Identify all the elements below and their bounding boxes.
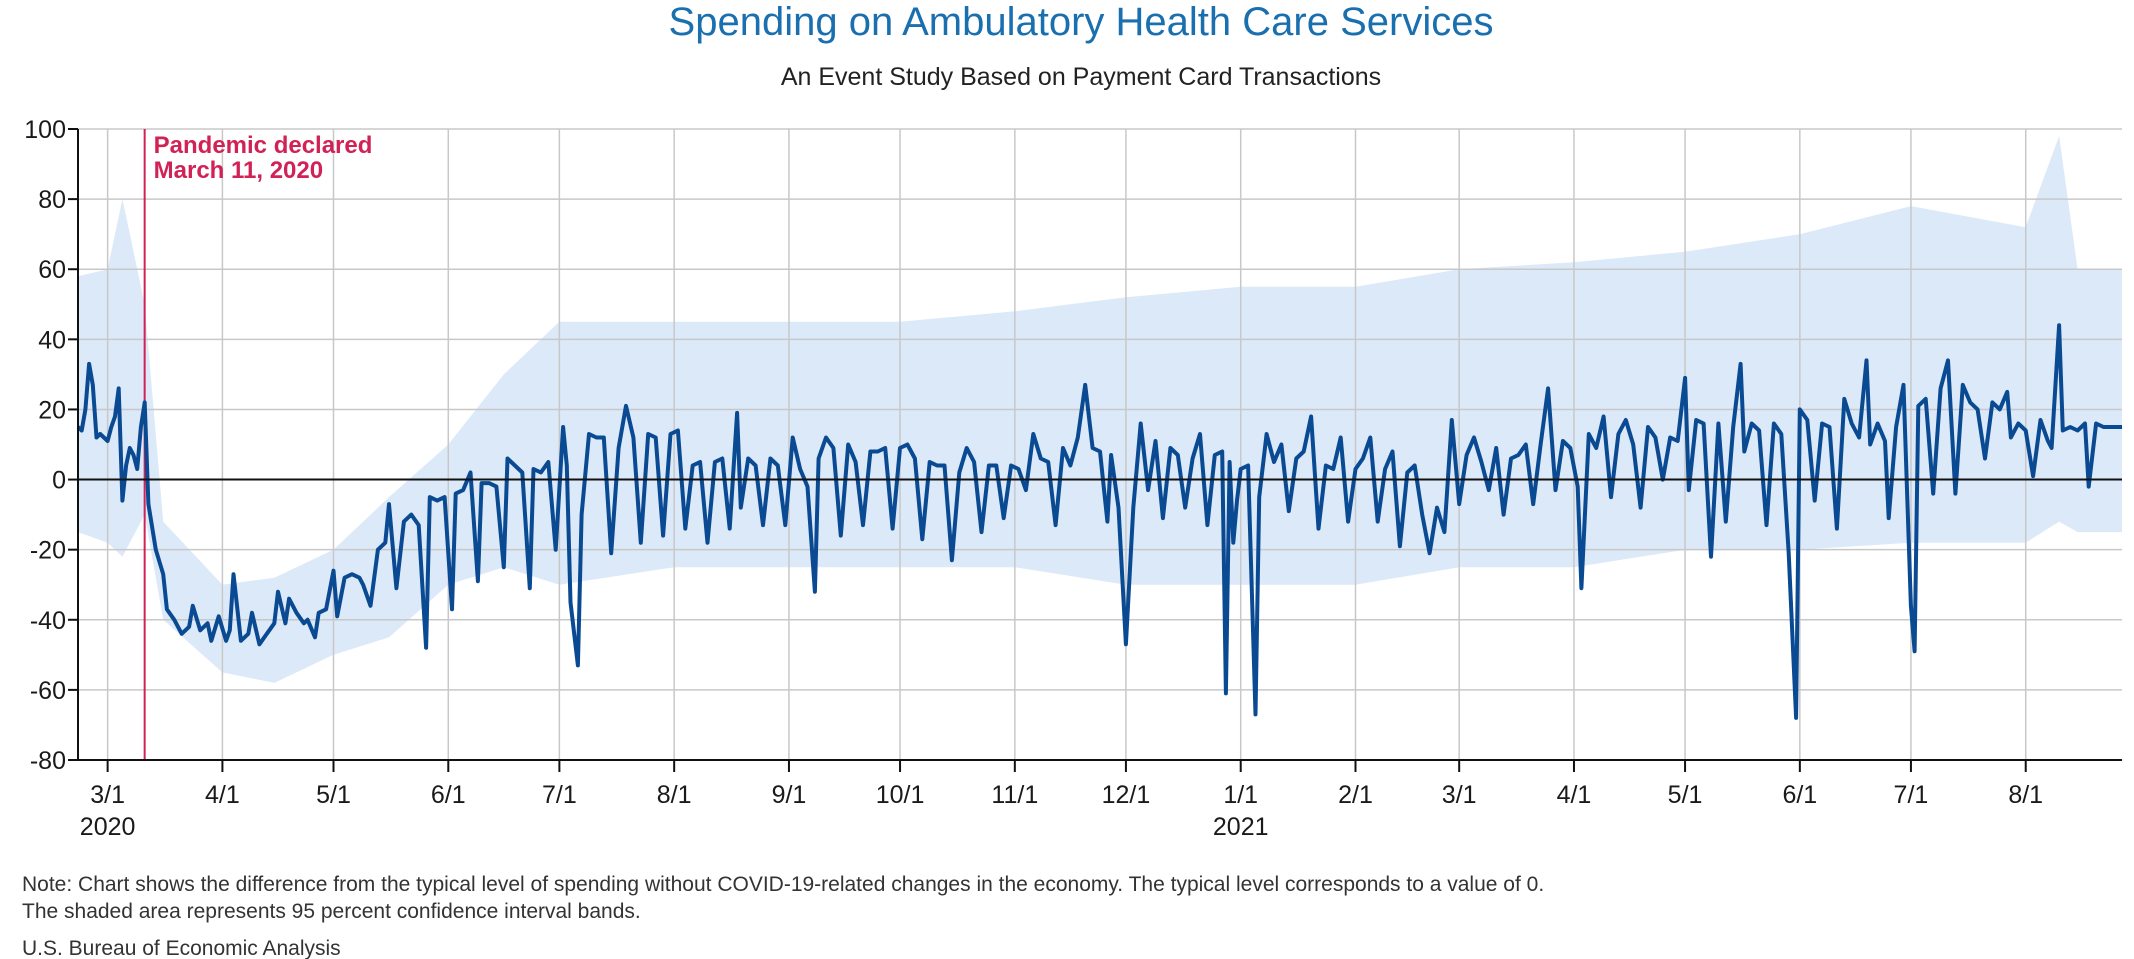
axes: [77, 129, 2122, 761]
x-tick-label: 6/1: [431, 781, 466, 809]
chart-note-line1: Note: Chart shows the difference from th…: [22, 873, 1544, 896]
gridlines: [78, 128, 2122, 760]
x-axis-ticks: 3/1 4/1 5/1 6/1 7/1 8/1 9/1 10/1 11/1 12/1 1/1 2/1 3…: [80, 760, 2043, 841]
x-tick-label: 4/1: [1557, 781, 1592, 809]
y-tick-label: -80: [30, 747, 66, 775]
y-tick-label: -40: [30, 607, 66, 635]
spending-series-line: [76, 323, 2122, 720]
y-tick-label: 20: [38, 396, 66, 424]
pandemic-annotation: Pandemic declared March 11, 2020: [143, 129, 373, 760]
annotation-line2: March 11, 2020: [154, 157, 323, 184]
chart-subtitle: An Event Study Based on Payment Card Tra…: [781, 63, 1381, 91]
y-tick-label: 80: [38, 186, 66, 214]
x-tick-label: 5/1: [1668, 781, 1703, 809]
source-credit: U.S. Bureau of Economic Analysis: [22, 937, 341, 959]
chart-title: Spending on Ambulatory Health Care Servi…: [669, 0, 1494, 44]
x-tick-label: 5/1: [316, 781, 351, 809]
x-tick-label: 9/1: [772, 781, 807, 809]
x-tick-label: 7/1: [542, 781, 577, 809]
x-tick-label: 12/1: [1102, 781, 1151, 809]
y-tick-label: 40: [38, 326, 66, 354]
chart-note-line2: The shaded area represents 95 percent co…: [22, 900, 641, 923]
x-tick-label: 7/1: [1894, 781, 1929, 809]
annotation-line1: Pandemic declared: [154, 132, 373, 159]
x-tick-label: 4/1: [205, 781, 240, 809]
y-tick-label: 0: [52, 467, 66, 495]
x-tick-label: 2/1: [1338, 781, 1373, 809]
year-label: 2021: [1213, 813, 1269, 841]
x-tick-label: 8/1: [657, 781, 692, 809]
y-tick-label: 100: [24, 116, 66, 144]
y-tick-label: -20: [30, 537, 66, 565]
x-tick-label: 10/1: [876, 781, 925, 809]
y-axis-ticks: 100 80 60 40 20 0 -20 -40 -60 -80: [24, 116, 78, 775]
series-line: [76, 323, 2122, 720]
y-tick-label: -60: [30, 677, 66, 705]
y-tick-label: 60: [38, 256, 66, 284]
x-tick-label: 1/1: [1223, 781, 1258, 809]
x-tick-label: 6/1: [1782, 781, 1817, 809]
x-tick-label: 3/1: [90, 781, 125, 809]
x-tick-label: 11/1: [991, 781, 1038, 809]
x-tick-label: 3/1: [1442, 781, 1477, 809]
x-tick-label: 8/1: [2008, 781, 2043, 809]
year-label: 2020: [80, 813, 136, 841]
